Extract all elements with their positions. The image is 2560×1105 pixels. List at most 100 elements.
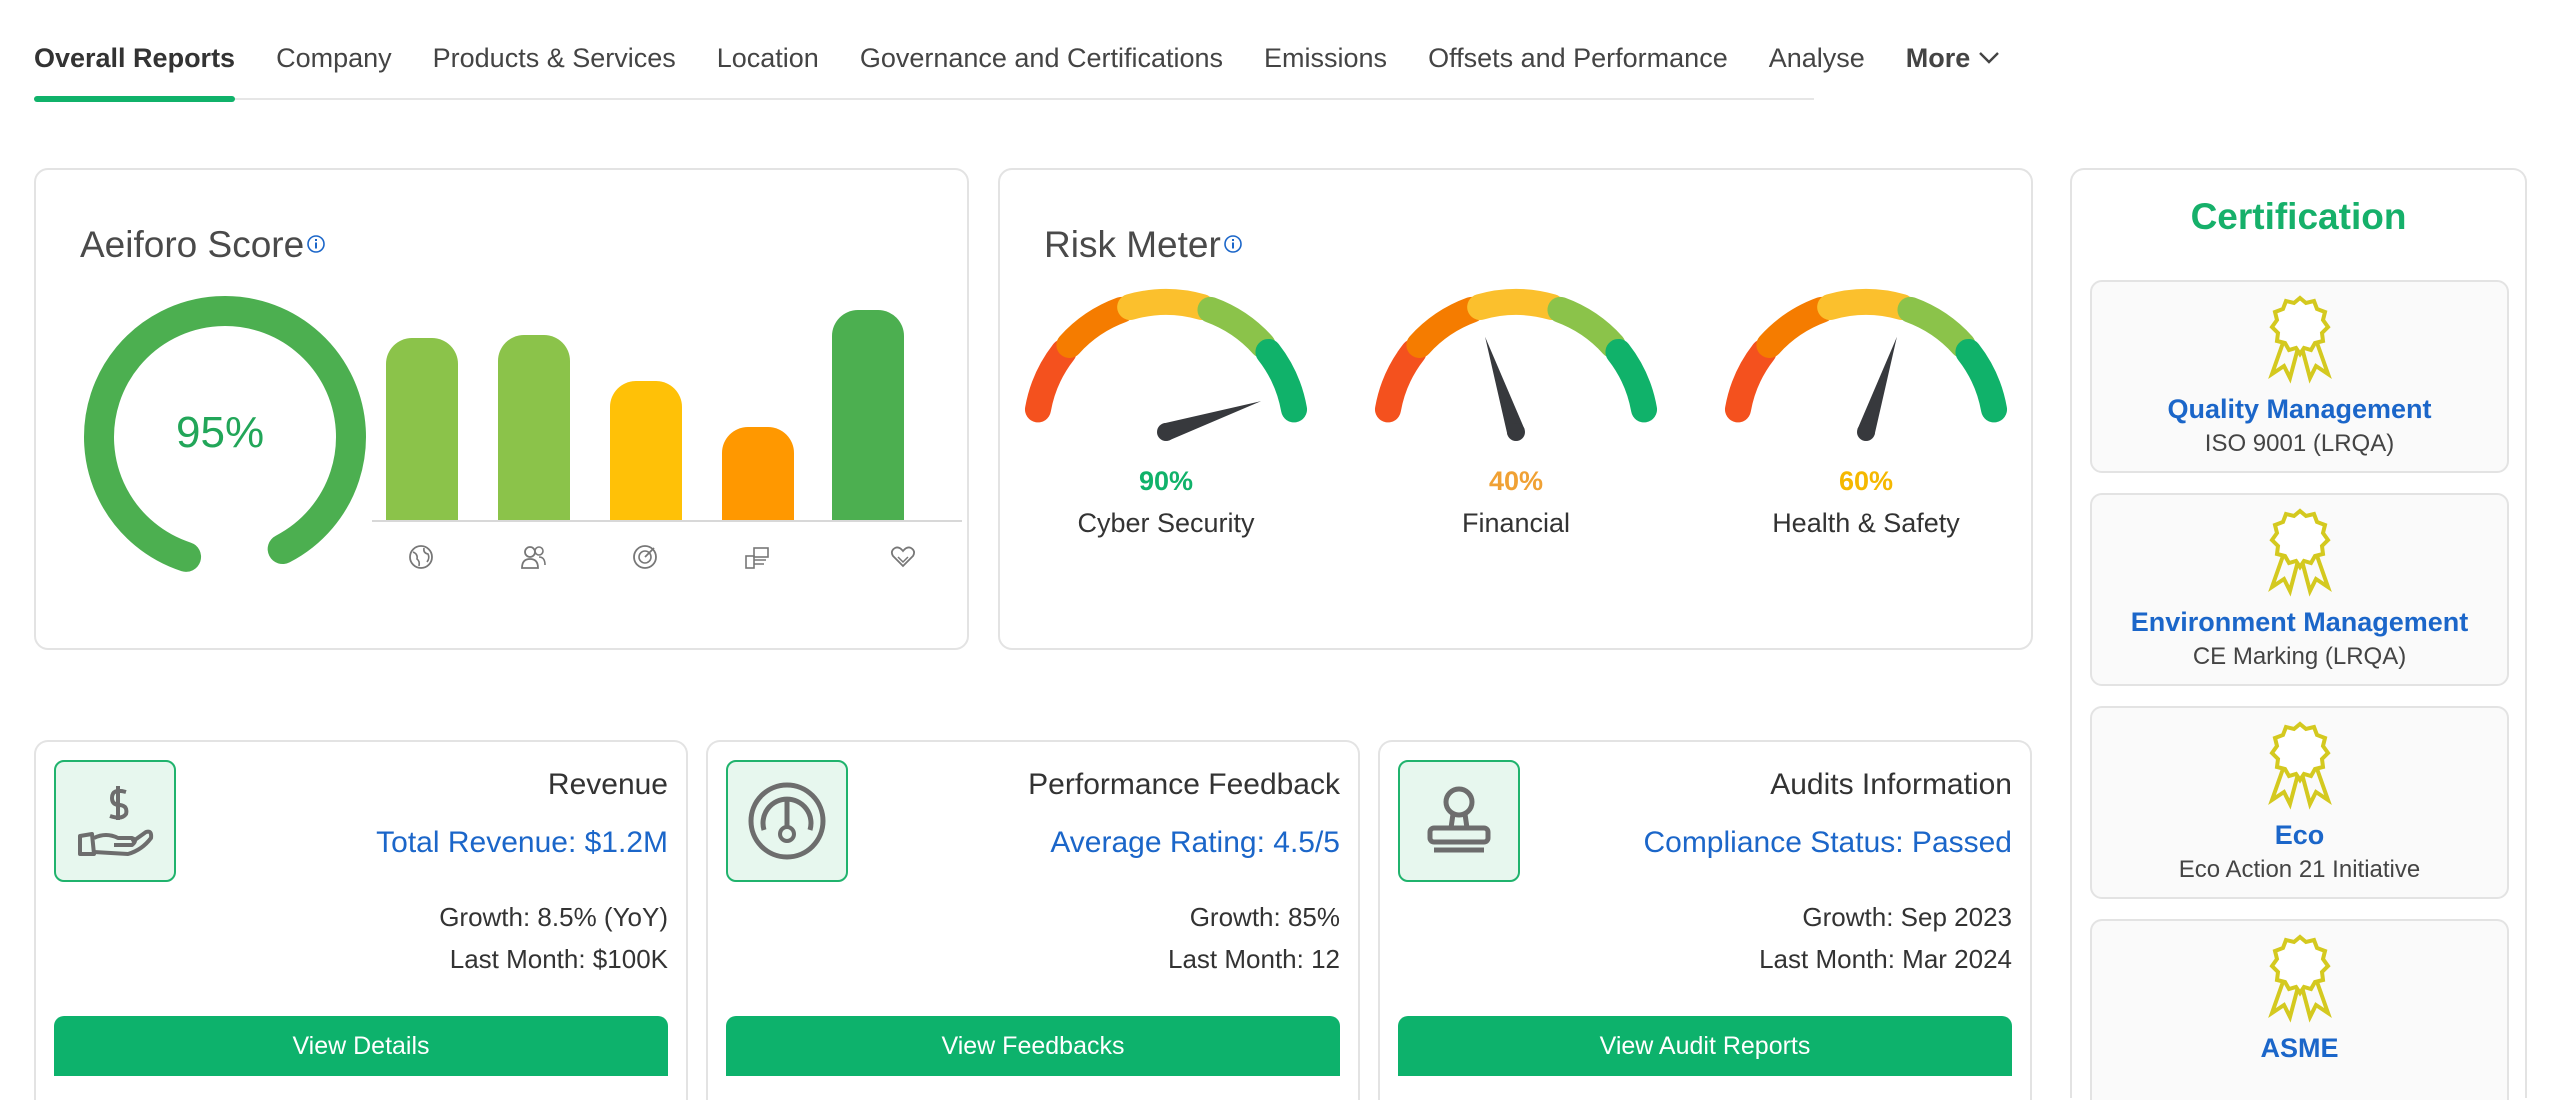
gauge-segment xyxy=(1897,296,1976,359)
gauge-value: 90% xyxy=(1138,466,1194,496)
card-growth: Growth: 8.5% (YoY) xyxy=(439,902,668,932)
score-donut-arc xyxy=(84,296,366,578)
gauge-segment xyxy=(1756,296,1835,359)
gauge-segment xyxy=(1374,338,1427,423)
card-growth: Growth: Sep 2023 xyxy=(1802,902,2012,932)
risk-meter-card: Risk Meter 90% Cyber Security 40% Financ… xyxy=(998,168,2033,650)
card-highlight: Total Revenue: $1.2M xyxy=(376,826,668,859)
gauge-dial xyxy=(1724,289,2008,441)
gauge-segment xyxy=(1056,296,1135,359)
gauge-dial xyxy=(1024,289,1308,441)
gauge-segment xyxy=(1117,289,1215,321)
card-last-month: Last Month: Mar 2024 xyxy=(1759,944,2012,974)
report-tabs: Overall Reports Company Products & Servi… xyxy=(34,17,2000,102)
gauge-cyber-security: 90% Cyber Security xyxy=(1016,170,1316,570)
gauge-segment xyxy=(1817,289,1915,321)
risk-meter-title-row: Risk Meter xyxy=(1044,224,1243,266)
view-audit-reports-button[interactable]: View Audit Reports xyxy=(1398,1016,2012,1076)
card-title: Performance Feedback xyxy=(1028,768,1340,801)
score-bar-4 xyxy=(722,426,794,520)
gauge-financial: 40% Financial xyxy=(1366,170,1666,570)
gauge-segment xyxy=(1605,338,1658,423)
stamp-icon xyxy=(1398,760,1520,882)
score-value: 95% xyxy=(176,408,265,457)
certification-panel: Certification Quality Management ISO 900… xyxy=(2070,168,2527,1100)
tab-company[interactable]: Company xyxy=(276,42,392,73)
cert-issuer: Eco Action 21 Initiative xyxy=(2178,856,2421,883)
info-icon[interactable] xyxy=(1223,234,1243,254)
view-details-button[interactable]: View Details xyxy=(54,1016,668,1076)
tab-offsets-performance[interactable]: Offsets and Performance xyxy=(1428,42,1728,73)
view-feedbacks-button[interactable]: View Feedbacks xyxy=(726,1016,1340,1076)
heart-hand-icon xyxy=(890,546,916,568)
money-icon xyxy=(745,547,769,569)
people-icon xyxy=(521,546,546,569)
gauge-needle xyxy=(1163,401,1262,441)
score-bar-5 xyxy=(832,310,904,520)
tab-governance-certifications[interactable]: Governance and Certifications xyxy=(859,42,1224,73)
performance-feedback-card: Performance Feedback Average Rating: 4.5… xyxy=(706,740,1360,1100)
target-icon xyxy=(633,545,657,569)
aeiforo-score-title: Aeiforo Score xyxy=(80,224,305,265)
card-highlight: Compliance Status: Passed xyxy=(1643,826,2012,859)
gauge-hub xyxy=(1157,423,1175,441)
cert-name: Quality Management xyxy=(2167,394,2432,424)
cert-item-asme[interactable]: ASME xyxy=(2090,919,2509,1100)
gauge-label: Financial xyxy=(1461,508,1571,538)
gauge-hub xyxy=(1507,423,1525,441)
gauge-label: Health & Safety xyxy=(1772,508,1960,538)
aeiforo-score-title-row: Aeiforo Score xyxy=(80,224,326,266)
cert-item-eco[interactable]: Eco Eco Action 21 Initiative xyxy=(2090,706,2509,899)
audits-information-card: Audits Information Compliance Status: Pa… xyxy=(1378,740,2032,1100)
card-title: Audits Information xyxy=(1770,768,2012,801)
gauge-needle xyxy=(1857,336,1897,435)
tab-emissions[interactable]: Emissions xyxy=(1264,42,1388,73)
info-icon[interactable] xyxy=(306,234,326,254)
gauge-label: Cyber Security xyxy=(1077,508,1255,538)
award-medal-icon xyxy=(2267,508,2332,597)
gauge-segment xyxy=(1467,289,1565,321)
award-medal-icon xyxy=(2267,721,2332,810)
tab-location[interactable]: Location xyxy=(716,42,819,73)
tab-overall-reports[interactable]: Overall Reports xyxy=(34,17,236,102)
risk-meter-title: Risk Meter xyxy=(1044,224,1221,265)
gauge-health-safety: 60% Health & Safety xyxy=(1716,170,2016,570)
cert-name: Environment Management xyxy=(2130,607,2469,637)
gauge-needle xyxy=(1485,336,1525,435)
speedometer-icon xyxy=(726,760,848,882)
tab-analyse[interactable]: Analyse xyxy=(1768,42,1865,73)
gauge-hub xyxy=(1857,423,1875,441)
cert-item-environment-management[interactable]: Environment Management CE Marking (LRQA) xyxy=(2090,493,2509,686)
hand-dollar-icon xyxy=(54,760,176,882)
gauge-segment xyxy=(1197,296,1276,359)
card-last-month: Last Month: 12 xyxy=(1168,944,1340,974)
aeiforo-score-card: Aeiforo Score 95% xyxy=(34,168,969,650)
score-donut-chart xyxy=(84,296,366,578)
cert-name: Eco xyxy=(2274,820,2325,850)
gauge-value: 60% xyxy=(1838,466,1894,496)
gauge-value: 40% xyxy=(1488,466,1544,496)
gauge-dial xyxy=(1374,289,1658,441)
tab-more[interactable]: More xyxy=(1906,17,2001,99)
tab-more-label: More xyxy=(1905,42,1971,73)
score-bar-2 xyxy=(498,335,570,520)
card-highlight: Average Rating: 4.5/5 xyxy=(1050,826,1340,859)
gauge-segment xyxy=(1724,338,1777,423)
tab-products-services[interactable]: Products & Services xyxy=(432,42,676,73)
gauge-segment xyxy=(1955,338,2008,423)
card-title: Revenue xyxy=(547,768,668,801)
cert-item-quality-management[interactable]: Quality Management ISO 9001 (LRQA) xyxy=(2090,280,2509,473)
cert-issuer: ISO 9001 (LRQA) xyxy=(2204,430,2395,457)
gauge-segment xyxy=(1547,296,1626,359)
cert-issuer: CE Marking (LRQA) xyxy=(2192,643,2407,670)
gauge-segment xyxy=(1024,338,1077,423)
globe-icon xyxy=(409,545,433,569)
gauge-segment xyxy=(1406,296,1485,359)
score-bar-1 xyxy=(386,337,458,520)
certification-title: Certification xyxy=(2190,196,2407,237)
card-growth: Growth: 85% xyxy=(1189,902,1340,932)
score-bar-axis xyxy=(372,520,962,522)
card-last-month: Last Month: $100K xyxy=(449,944,668,974)
revenue-card: Revenue Total Revenue: $1.2M Growth: 8.5… xyxy=(34,740,688,1100)
gauge-segment xyxy=(1255,338,1308,423)
